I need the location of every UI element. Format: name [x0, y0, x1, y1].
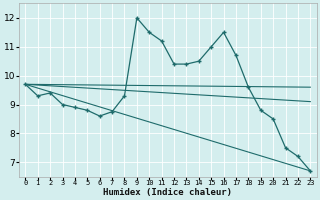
X-axis label: Humidex (Indice chaleur): Humidex (Indice chaleur): [103, 188, 232, 197]
